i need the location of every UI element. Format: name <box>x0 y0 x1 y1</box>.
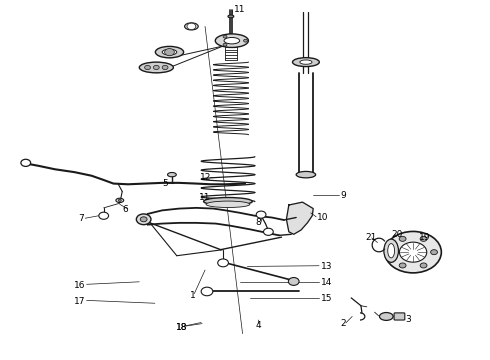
Circle shape <box>431 249 438 255</box>
Circle shape <box>218 259 228 267</box>
Circle shape <box>162 65 168 69</box>
Ellipse shape <box>224 37 240 44</box>
Circle shape <box>399 263 406 268</box>
Circle shape <box>399 237 406 241</box>
Circle shape <box>223 43 227 46</box>
Circle shape <box>288 278 299 285</box>
Circle shape <box>187 23 196 30</box>
Text: 19: 19 <box>419 233 431 242</box>
Circle shape <box>389 249 395 255</box>
Ellipse shape <box>215 34 248 48</box>
Ellipse shape <box>296 171 316 178</box>
Circle shape <box>256 211 266 218</box>
Ellipse shape <box>203 198 252 205</box>
Ellipse shape <box>293 58 319 67</box>
Ellipse shape <box>118 199 121 202</box>
Circle shape <box>201 287 213 296</box>
Text: 2: 2 <box>340 319 345 328</box>
Text: 13: 13 <box>320 262 332 271</box>
Circle shape <box>140 217 147 222</box>
Ellipse shape <box>206 201 250 207</box>
Circle shape <box>145 65 150 69</box>
Text: 12: 12 <box>200 173 212 182</box>
Circle shape <box>385 231 441 273</box>
Polygon shape <box>287 202 313 234</box>
Ellipse shape <box>384 239 398 262</box>
Text: 4: 4 <box>256 321 261 330</box>
Ellipse shape <box>168 172 176 177</box>
Text: 15: 15 <box>320 294 332 303</box>
Text: 5: 5 <box>162 179 168 188</box>
Circle shape <box>136 214 151 225</box>
Text: 1: 1 <box>191 291 196 300</box>
Text: 16: 16 <box>74 281 85 290</box>
Ellipse shape <box>228 15 234 18</box>
Text: 21: 21 <box>366 233 377 242</box>
Text: 14: 14 <box>320 278 332 287</box>
Ellipse shape <box>162 49 177 55</box>
Ellipse shape <box>379 312 393 320</box>
Ellipse shape <box>185 23 198 30</box>
Ellipse shape <box>155 46 184 58</box>
Text: 11: 11 <box>199 193 210 202</box>
Circle shape <box>420 263 427 268</box>
Text: 10: 10 <box>317 213 329 222</box>
Ellipse shape <box>300 60 312 64</box>
Circle shape <box>21 159 30 166</box>
Circle shape <box>153 65 159 69</box>
Text: 11: 11 <box>234 5 246 14</box>
Text: 17: 17 <box>74 297 85 306</box>
Circle shape <box>244 39 247 42</box>
Ellipse shape <box>139 62 173 73</box>
Circle shape <box>420 237 427 241</box>
Circle shape <box>223 35 227 38</box>
Text: 8: 8 <box>256 219 262 228</box>
Text: 3: 3 <box>405 315 411 324</box>
Text: 6: 6 <box>122 205 128 214</box>
Ellipse shape <box>116 198 123 203</box>
Text: 7: 7 <box>78 214 84 223</box>
Circle shape <box>165 49 174 56</box>
Circle shape <box>99 212 109 219</box>
Text: 20: 20 <box>391 230 403 239</box>
Ellipse shape <box>388 244 394 258</box>
Text: 18: 18 <box>176 323 187 332</box>
Text: 18: 18 <box>176 323 187 332</box>
FancyBboxPatch shape <box>394 313 405 320</box>
Circle shape <box>264 228 273 235</box>
Circle shape <box>399 242 427 262</box>
Text: 9: 9 <box>340 190 346 199</box>
